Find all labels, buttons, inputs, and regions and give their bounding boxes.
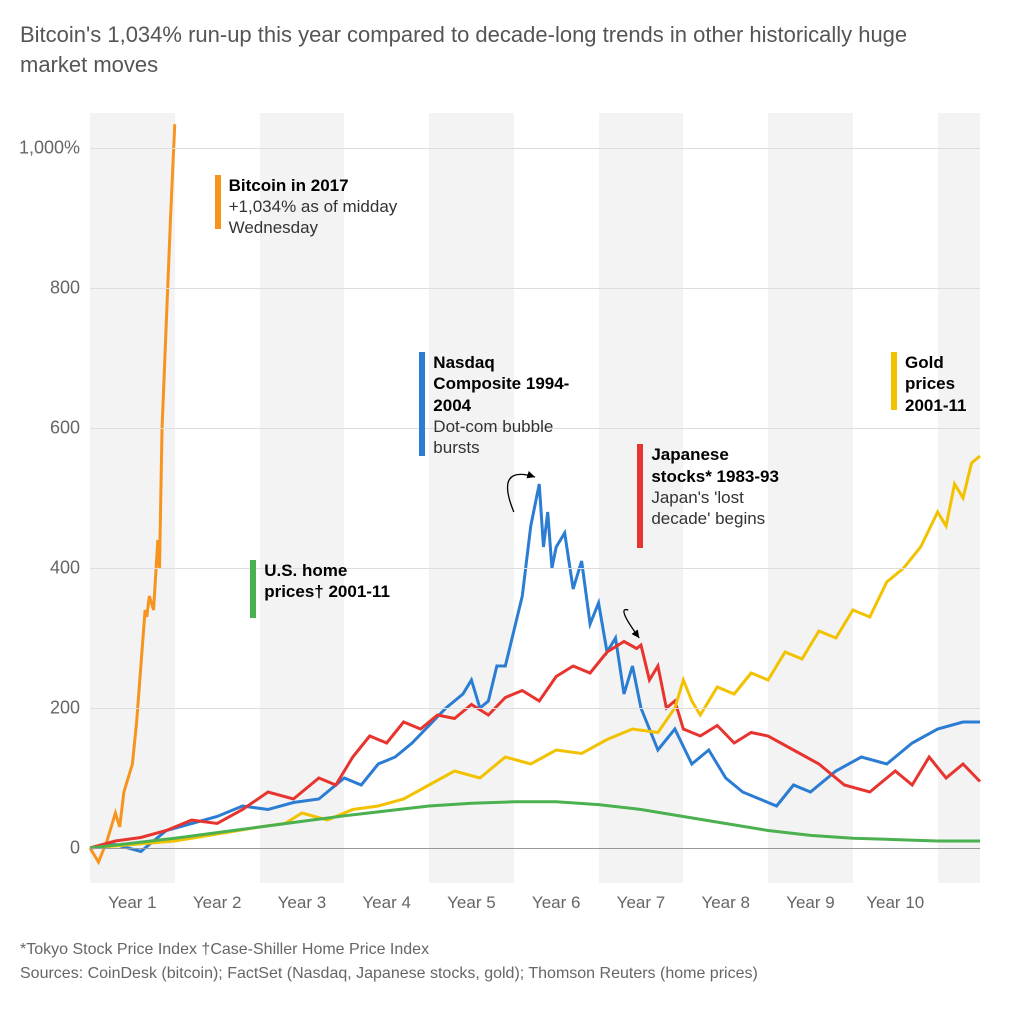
annotation-color-bar (419, 352, 425, 456)
gridline (90, 848, 980, 849)
series-gold-prices-2001-11 (90, 456, 980, 848)
x-tick-label: Year 6 (532, 883, 581, 913)
x-tick-label: Year 4 (362, 883, 411, 913)
gridline (90, 148, 980, 149)
callout-arrow (624, 610, 639, 638)
x-tick-label: Year 7 (617, 883, 666, 913)
x-tick-label: Year 1 (108, 883, 157, 913)
chart-container: 0 200 400 600 800 1,000% Year 1 Year 2 Year 3 Yea… (20, 103, 990, 923)
y-tick-label: 400 (50, 558, 90, 579)
annotation-text: Nasdaq Composite 1994-2004Dot-com bubble… (433, 352, 573, 458)
annotation-gold: Gold prices 2001-11 (891, 352, 975, 416)
annotation-color-bar (250, 560, 256, 618)
annotation-text: Bitcoin in 2017+1,034% as of midday Wedn… (229, 175, 399, 239)
y-tick-label: 600 (50, 418, 90, 439)
sources-text: Sources: CoinDesk (bitcoin); FactSet (Na… (20, 965, 990, 983)
x-tick-label: Year 8 (701, 883, 750, 913)
x-tick-label: Year 3 (278, 883, 327, 913)
series-u-s-home-prices-2001-11 (90, 802, 980, 848)
gridline (90, 708, 980, 709)
x-tick-label: Year 5 (447, 883, 496, 913)
annotation-homes: U.S. home prices† 2001-11 (250, 560, 394, 618)
plot-area: 02004006008001,000%Year 1Year 2Year 3Yea… (90, 113, 980, 883)
annotation-color-bar (215, 175, 221, 229)
annotation-nasdaq: Nasdaq Composite 1994-2004Dot-com bubble… (419, 352, 573, 458)
y-tick-label: 1,000% (19, 138, 90, 159)
gridline (90, 568, 980, 569)
annotation-japan: Japanese stocks* 1983-93Japan's 'lost de… (637, 444, 781, 548)
y-tick-label: 200 (50, 698, 90, 719)
callout-arrow (508, 475, 535, 513)
footnote-text: *Tokyo Stock Price Index †Case-Shiller H… (20, 941, 990, 959)
annotation-text: Japanese stocks* 1983-93Japan's 'lost de… (651, 444, 781, 529)
annotation-color-bar (637, 444, 643, 548)
series-nasdaq-composite-1994-2004 (90, 484, 980, 852)
x-tick-label: Year 9 (786, 883, 835, 913)
x-tick-label: Year 2 (193, 883, 242, 913)
annotation-text: U.S. home prices† 2001-11 (264, 560, 394, 603)
y-tick-label: 0 (70, 838, 90, 859)
annotation-color-bar (891, 352, 897, 410)
y-tick-label: 800 (50, 278, 90, 299)
series-japanese-stocks-1983-93 (90, 642, 980, 849)
annotation-bitcoin: Bitcoin in 2017+1,034% as of midday Wedn… (215, 175, 399, 239)
gridline (90, 288, 980, 289)
series-bitcoin-in-2017 (90, 125, 175, 863)
annotation-text: Gold prices 2001-11 (905, 352, 975, 416)
chart-title: Bitcoin's 1,034% run-up this year compar… (20, 20, 980, 79)
x-tick-label: Year 10 (866, 883, 924, 913)
